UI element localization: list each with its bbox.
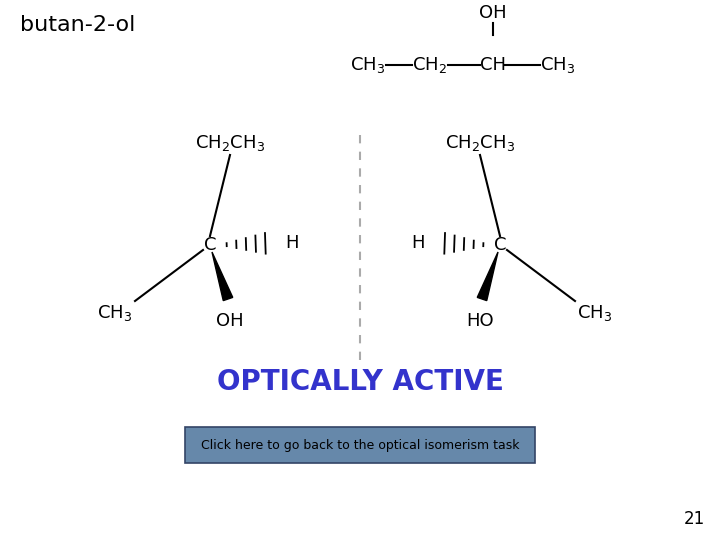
Text: H: H — [285, 234, 299, 252]
Text: CH$_2$CH$_3$: CH$_2$CH$_3$ — [195, 133, 265, 153]
Text: Click here to go back to the optical isomerism task: Click here to go back to the optical iso… — [201, 438, 519, 451]
Text: OH: OH — [216, 312, 244, 330]
Text: H: H — [412, 234, 425, 252]
Text: CH$_3$: CH$_3$ — [97, 303, 132, 323]
Text: HO: HO — [466, 312, 494, 330]
Text: CH$_3$: CH$_3$ — [541, 55, 575, 75]
Text: butan-2-ol: butan-2-ol — [20, 15, 135, 35]
Text: CH: CH — [480, 56, 506, 74]
Text: OH: OH — [480, 4, 507, 22]
Text: C: C — [494, 236, 506, 254]
FancyBboxPatch shape — [185, 427, 535, 463]
Polygon shape — [477, 252, 498, 301]
Text: CH$_2$CH$_3$: CH$_2$CH$_3$ — [445, 133, 515, 153]
Text: 21: 21 — [684, 510, 705, 528]
Polygon shape — [212, 252, 233, 301]
Text: CH$_2$: CH$_2$ — [413, 55, 448, 75]
Text: OPTICALLY ACTIVE: OPTICALLY ACTIVE — [217, 368, 503, 396]
Text: CH$_3$: CH$_3$ — [577, 303, 613, 323]
Text: C: C — [204, 236, 216, 254]
Text: CH$_3$: CH$_3$ — [351, 55, 386, 75]
